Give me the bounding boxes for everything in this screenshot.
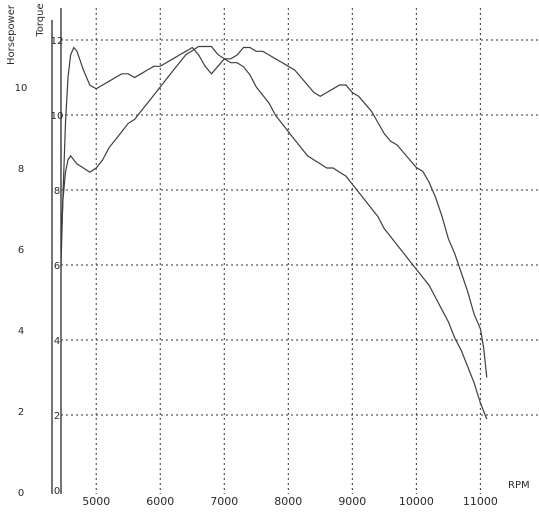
y-outer-axis-label: Horsepower [6,4,17,65]
label-layer: 5000 6000 7000 8000 9000 10000 11000 RPM 0 2 4 6 8 10… [6,3,530,508]
y-inner-axis-label: Torque [35,3,46,37]
y-inner-tick-label: 8 [54,186,60,197]
y-inner-tick-label: 0 [54,486,60,497]
x-axis-label: RPM [508,480,530,491]
torque-series-line [60,46,488,378]
y-outer-tick-label: 2 [18,407,24,418]
y-inner-tick-label: 2 [54,411,60,422]
axis-layer [51,8,62,494]
y-outer-tick-label: 0 [18,488,24,499]
y-inner-tick-label: 6 [54,261,60,272]
y-inner-tick-label: 4 [54,336,60,347]
horsepower-series-line [60,45,488,420]
x-tick-label: 9000 [338,495,366,508]
y-outer-tick-label: 4 [18,326,24,337]
x-tick-label: 7000 [210,495,238,508]
x-tick-label: 8000 [274,495,302,508]
x-tick-label: 11000 [463,495,498,508]
grid-layer [61,8,538,494]
x-tick-label: 6000 [146,495,174,508]
y-inner-tick-label: 10 [51,111,64,122]
series-layer [60,45,488,420]
x-tick-label: 10000 [399,495,434,508]
y-outer-tick-label: 8 [18,164,24,175]
y-outer-tick-label: 6 [18,245,24,256]
x-tick-label: 5000 [82,495,110,508]
y-outer-tick-label: 10 [15,83,28,94]
y-inner-tick-label: 12 [51,36,64,47]
